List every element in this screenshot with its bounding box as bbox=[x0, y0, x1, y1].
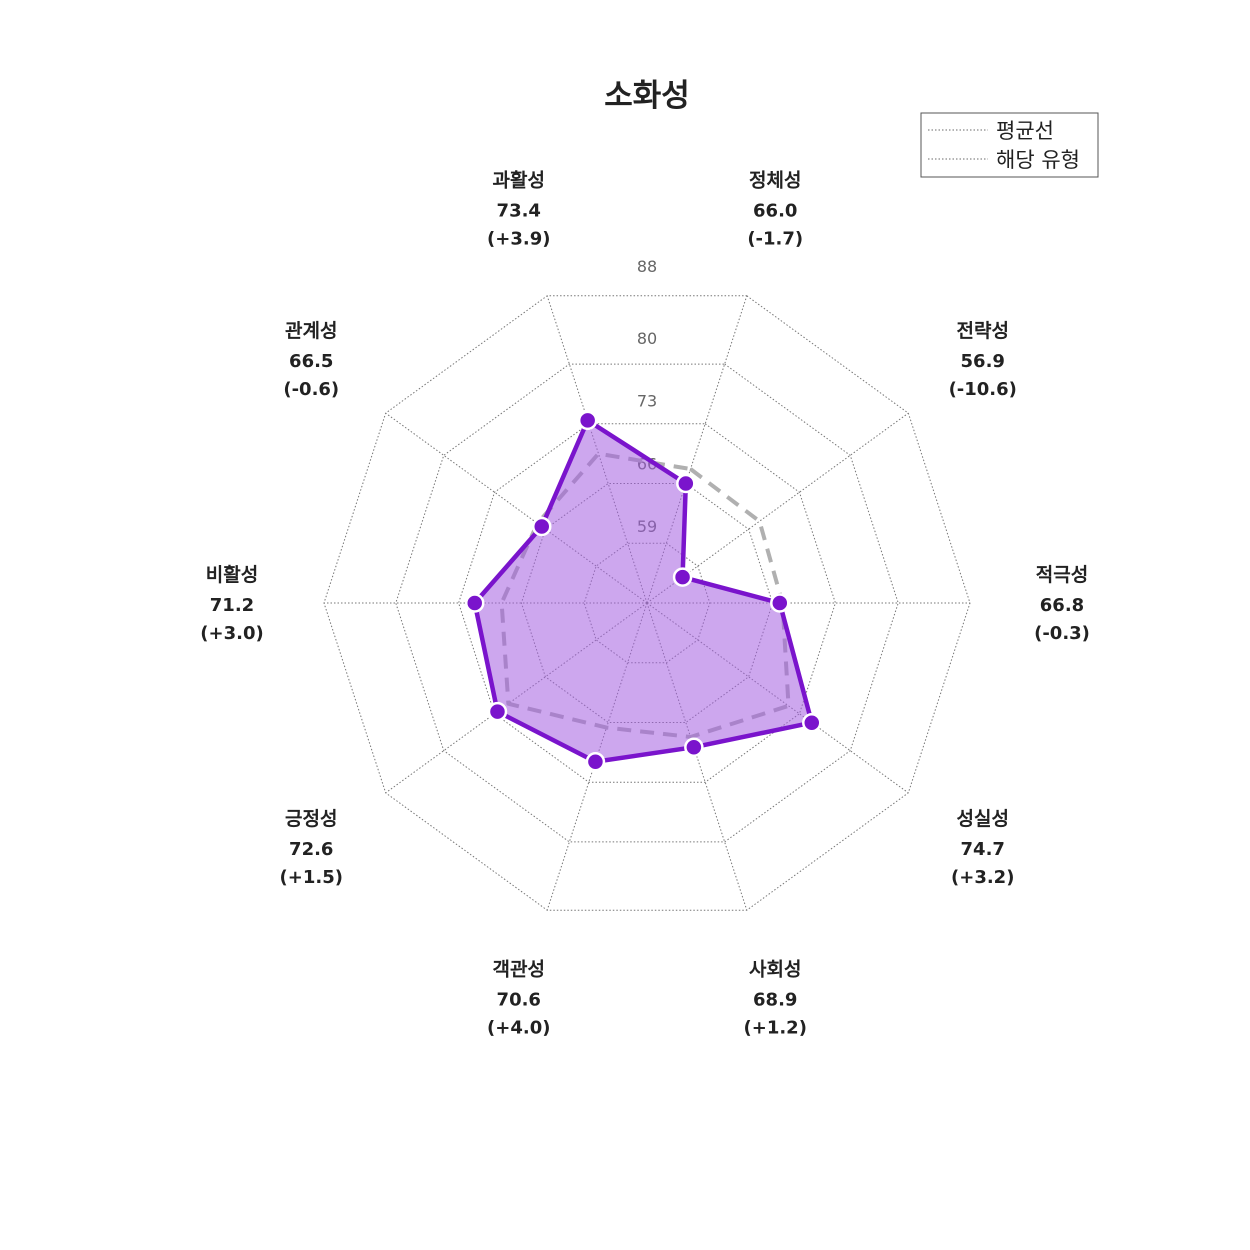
series-type-point bbox=[464, 593, 485, 613]
axis-name: 관계성 bbox=[285, 320, 337, 342]
chart-title: 소화성 bbox=[604, 78, 690, 114]
legend-box bbox=[920, 112, 1099, 178]
series-type-point bbox=[487, 701, 508, 722]
series-type-point bbox=[585, 751, 606, 772]
axis-name: 정체성 bbox=[749, 169, 801, 191]
axis-diff-label: (+1.5) bbox=[280, 867, 343, 888]
axis-value-label: 70.6 bbox=[497, 990, 541, 1011]
axis-value-label: 66.5 bbox=[289, 351, 333, 372]
axis-value-label: 66.8 bbox=[1040, 595, 1084, 616]
axis-name: 과활성 bbox=[493, 169, 545, 191]
axis-value-label: 66.0 bbox=[753, 200, 797, 221]
axis-label-8: 관계성 66.5 (-0.6) bbox=[283, 320, 339, 400]
axis-diff-label: (+3.9) bbox=[487, 228, 550, 249]
series-type-point bbox=[684, 737, 704, 757]
axis-label-5: 객관성 70.6 (+4.0) bbox=[487, 959, 550, 1039]
axis-labels: 정체성 66.0 (-1.7) 전략성 56.9 (-10.6) 적극성 66.8 (-0.3)… bbox=[200, 169, 1090, 1038]
axis-value-label: 73.4 bbox=[497, 200, 541, 221]
series-type-point bbox=[672, 567, 693, 587]
axis-label-6: 긍정성 72.6 (+1.5) bbox=[280, 808, 343, 888]
axis-name: 사회성 bbox=[749, 959, 801, 981]
axis-label-1: 전략성 56.9 (-10.6) bbox=[949, 320, 1017, 400]
series-type-point bbox=[802, 712, 822, 733]
series-layer bbox=[464, 410, 822, 772]
axis-diff-label: (-1.7) bbox=[747, 228, 803, 249]
series-type-point bbox=[577, 410, 598, 431]
axis-name: 전략성 bbox=[957, 320, 1009, 342]
radial-tick-label: 73 bbox=[637, 392, 657, 411]
axis-label-3: 성실성 74.7 (+3.2) bbox=[951, 808, 1014, 888]
radial-tick-label: 80 bbox=[637, 329, 657, 348]
axis-label-7: 비활성 71.2 (+3.0) bbox=[200, 564, 263, 644]
axis-value-label: 71.2 bbox=[210, 595, 254, 616]
axis-label-9: 과활성 73.4 (+3.9) bbox=[487, 169, 550, 249]
radial-tick-label: 88 bbox=[637, 257, 657, 276]
legend-label-average: 평균선 bbox=[996, 119, 1054, 143]
legend: 평균선 해당 유형 bbox=[920, 112, 1099, 178]
axis-diff-label: (+3.0) bbox=[200, 623, 263, 644]
axis-name: 긍정성 bbox=[285, 808, 337, 830]
axis-value-label: 74.7 bbox=[961, 839, 1005, 860]
axis-diff-label: (-10.6) bbox=[949, 379, 1017, 400]
axis-diff-label: (+3.2) bbox=[951, 867, 1014, 888]
legend-label-type: 해당 유형 bbox=[996, 148, 1080, 172]
axis-name: 비활성 bbox=[206, 564, 258, 586]
axis-value-label: 72.6 bbox=[289, 839, 333, 860]
axis-label-0: 정체성 66.0 (-1.7) bbox=[747, 169, 803, 249]
axis-value-label: 68.9 bbox=[753, 990, 797, 1011]
series-type-point bbox=[676, 473, 696, 494]
axis-name: 성실성 bbox=[957, 808, 1009, 830]
axis-diff-label: (-0.3) bbox=[1034, 623, 1090, 644]
axis-diff-label: (+1.2) bbox=[744, 1018, 807, 1039]
axis-name: 객관성 bbox=[493, 959, 545, 981]
axis-value-label: 56.9 bbox=[961, 351, 1005, 372]
series-type-point bbox=[531, 516, 552, 537]
axis-label-2: 적극성 66.8 (-0.3) bbox=[1034, 564, 1090, 644]
axis-name: 적극성 bbox=[1036, 564, 1088, 586]
series-type-area bbox=[472, 417, 815, 765]
axis-diff-label: (-0.6) bbox=[283, 379, 339, 400]
axis-diff-label: (+4.0) bbox=[487, 1018, 550, 1039]
series-type-point bbox=[770, 593, 790, 613]
spoke-1 bbox=[646, 412, 909, 604]
grid-ring-2 bbox=[458, 423, 836, 783]
axis-label-4: 사회성 68.9 (+1.2) bbox=[744, 959, 807, 1039]
